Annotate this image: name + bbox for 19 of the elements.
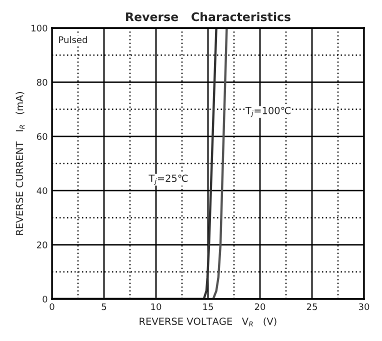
x-tick-label: 30 (358, 303, 370, 310)
x-tick-label: 10 (151, 303, 162, 310)
x-tick-label: 0 (50, 303, 54, 310)
x-tick-label: 20 (254, 303, 266, 310)
text: REVERSE CURRENT I$_{R}$ (mA) (16, 92, 25, 235)
y-tick-label: 40 (36, 187, 48, 194)
text: REVERSE VOLTAGE V$_{R}$ (V) (140, 317, 276, 326)
text: T$_{j}$=25℃ (148, 174, 188, 185)
x-tick-label: 5 (102, 303, 106, 310)
y-tick-label: 0 (42, 296, 48, 303)
chart-title: Reverse Characteristics (126, 12, 290, 22)
annotation: Pulsed (59, 36, 87, 44)
y-tick-label: 20 (37, 242, 48, 248)
y-tick-label: 80 (36, 78, 48, 86)
x-tick-label: 25 (306, 303, 317, 310)
text: T$_{j}$=100℃ (245, 106, 291, 118)
y-tick-label: 60 (36, 133, 48, 140)
y-tick-label: 100 (32, 24, 48, 32)
x-tick-label: 15 (203, 303, 213, 310)
